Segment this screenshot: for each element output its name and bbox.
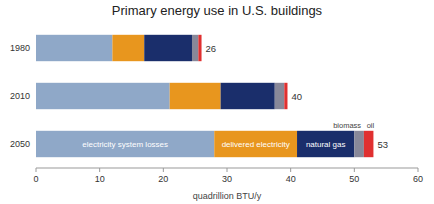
total-label: 53 bbox=[377, 139, 388, 150]
bar-segment bbox=[275, 83, 285, 109]
category-label: 2010 bbox=[10, 91, 30, 101]
segment-label: delivered electricity bbox=[222, 140, 290, 149]
bar-segment bbox=[112, 35, 144, 61]
bar-segment bbox=[192, 35, 198, 61]
x-tick-label: 40 bbox=[286, 174, 296, 184]
x-tick bbox=[99, 168, 100, 172]
x-tick-label: 30 bbox=[222, 174, 232, 184]
x-tick bbox=[163, 168, 164, 172]
category-label: 1980 bbox=[10, 43, 30, 53]
x-tick bbox=[227, 168, 228, 172]
bar-segment bbox=[198, 35, 201, 61]
bar-segment bbox=[221, 83, 275, 109]
x-tick bbox=[418, 168, 419, 172]
chart: Primary energy use in U.S. buildings elec… bbox=[0, 0, 434, 204]
bar-segment bbox=[354, 131, 364, 157]
bar-segment bbox=[144, 35, 192, 61]
bar-segment bbox=[36, 131, 214, 157]
bar-segment bbox=[36, 35, 112, 61]
title: Primary energy use in U.S. buildings bbox=[112, 3, 323, 18]
x-tick-label: 60 bbox=[413, 174, 423, 184]
x-axis-label: quadrillion BTU/y bbox=[193, 191, 262, 201]
segment-label: biomass bbox=[333, 121, 361, 130]
total-label: 26 bbox=[206, 43, 217, 54]
x-tick bbox=[290, 168, 291, 172]
bar-segment bbox=[297, 131, 354, 157]
bar-segment bbox=[214, 131, 297, 157]
category-label: 2050 bbox=[10, 139, 30, 149]
bar-segment bbox=[364, 131, 374, 157]
x-tick-label: 10 bbox=[95, 174, 105, 184]
segment-label: electricity system losses bbox=[82, 140, 168, 149]
x-tick bbox=[36, 168, 37, 172]
x-tick-label: 20 bbox=[158, 174, 168, 184]
segment-label: natural gas bbox=[306, 140, 346, 149]
bar-segment bbox=[170, 83, 221, 109]
bar-segment bbox=[284, 83, 287, 109]
bar-segment bbox=[36, 83, 170, 109]
bars bbox=[36, 35, 373, 157]
x-tick-label: 0 bbox=[33, 174, 38, 184]
x-tick-label: 50 bbox=[349, 174, 359, 184]
total-label: 40 bbox=[291, 91, 302, 102]
segment-label: oil bbox=[367, 121, 375, 130]
x-tick bbox=[354, 168, 355, 172]
